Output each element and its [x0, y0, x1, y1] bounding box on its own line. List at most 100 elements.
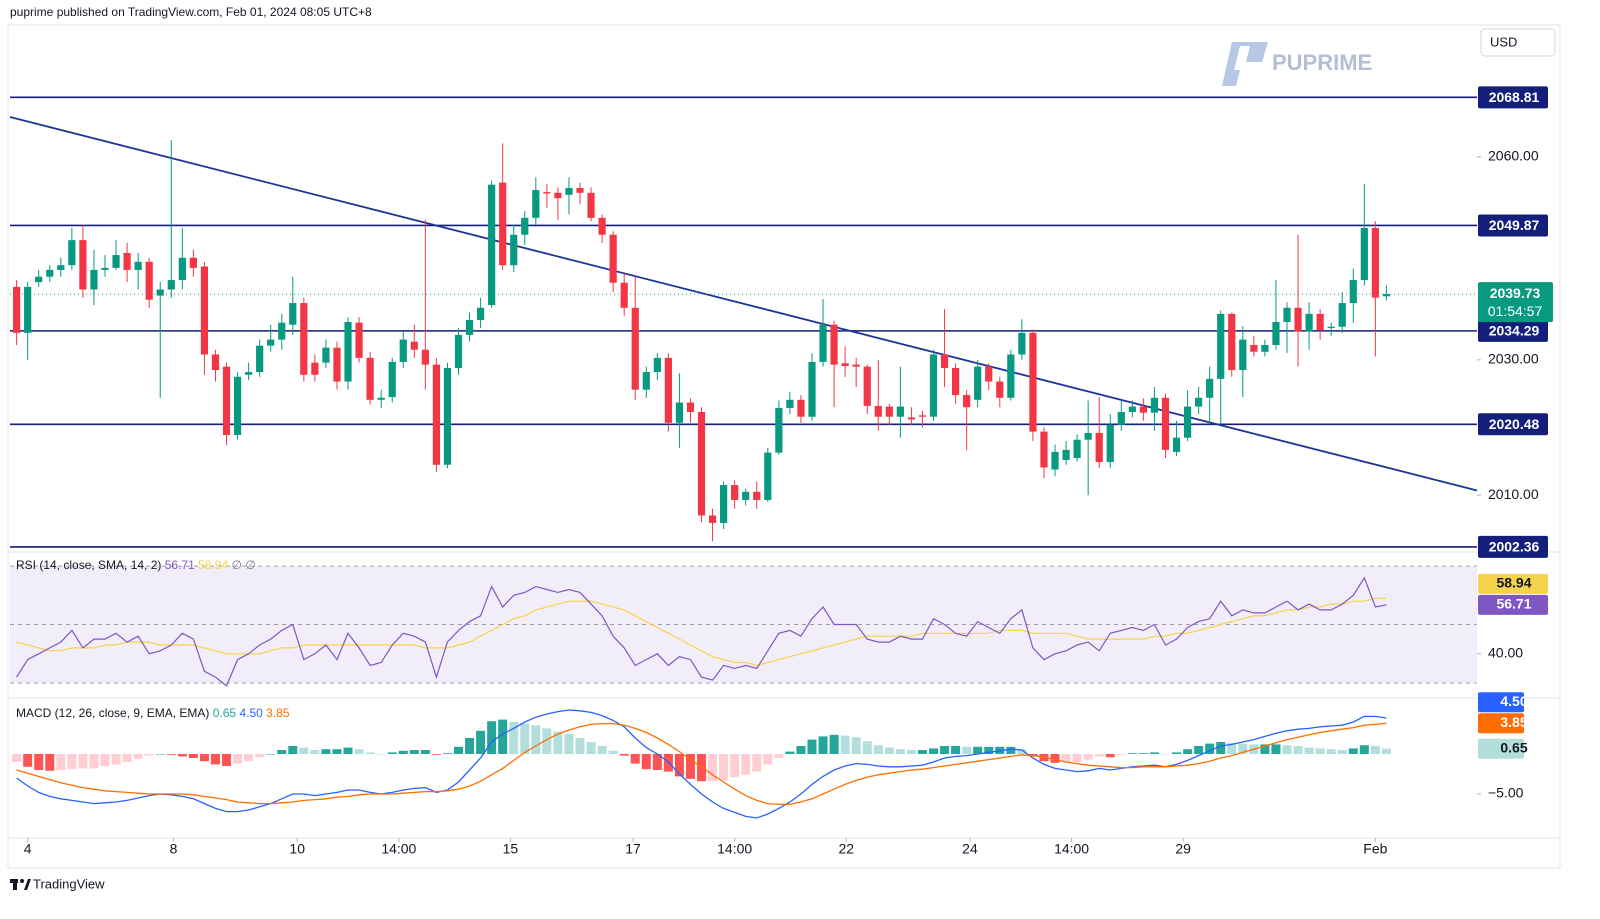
histogram-bar — [277, 750, 287, 754]
histogram-bar — [1227, 742, 1237, 754]
histogram-bar — [1216, 742, 1226, 754]
y-tick-label: 2060.00 — [1488, 148, 1539, 164]
histogram-bar — [641, 754, 651, 770]
histogram-bar — [674, 754, 684, 777]
candle-body — [90, 269, 98, 290]
candle-body — [167, 280, 175, 290]
candle-body — [156, 289, 164, 296]
trend-line — [9, 116, 1478, 492]
candle-body — [985, 366, 993, 382]
candle-body — [344, 322, 352, 382]
candle-body — [1007, 354, 1015, 398]
candle-body — [753, 491, 761, 500]
logo-part — [24, 879, 31, 890]
candle-body — [631, 307, 639, 390]
histogram-bar — [752, 754, 762, 772]
histogram-bar — [354, 749, 364, 754]
histogram-bar — [67, 754, 77, 770]
indicator-name: MACD (12, 26, close, 9, EMA, EMA) — [16, 706, 209, 720]
histogram-bar — [630, 754, 640, 764]
histogram-bar — [741, 754, 751, 775]
candle-body — [1018, 332, 1026, 355]
candle-body — [1283, 307, 1291, 323]
histogram-bar — [188, 754, 198, 758]
histogram-bar — [906, 750, 916, 754]
histogram-bar — [1293, 746, 1303, 754]
candle-body — [1084, 432, 1092, 440]
candle-body — [145, 261, 153, 300]
candle-body — [211, 354, 220, 371]
indicator-value: 3.85 — [266, 706, 290, 720]
histogram-bar — [321, 749, 331, 754]
histogram-bar — [442, 753, 452, 754]
candle-body — [465, 319, 474, 335]
candle-body — [642, 372, 650, 390]
candle-body — [1161, 397, 1170, 450]
frame — [7, 24, 1561, 869]
histogram-bar — [89, 754, 99, 769]
candle-body — [355, 322, 363, 358]
histogram-bar — [829, 734, 839, 754]
y-tick-label: −5.00 — [1488, 785, 1524, 801]
candle-body — [410, 341, 418, 350]
histogram-bar — [111, 754, 121, 765]
candle-body — [488, 184, 496, 306]
candle-body — [907, 417, 916, 420]
candle-body — [233, 376, 242, 435]
candle-body — [1095, 432, 1103, 463]
candle-body — [1228, 313, 1236, 371]
histogram-bar — [133, 754, 143, 759]
histogram-bar — [553, 731, 563, 754]
candle-body — [863, 366, 871, 406]
candle-body — [189, 257, 197, 268]
candle-body — [333, 347, 341, 382]
histogram-bar — [1370, 746, 1380, 754]
indicator-badge: 56.71 — [1496, 596, 1531, 612]
candle-body — [366, 357, 374, 400]
histogram-bar — [951, 746, 961, 754]
histogram-bar — [122, 754, 132, 762]
candle-body — [1106, 424, 1114, 463]
candle-body — [1206, 378, 1214, 398]
indicator-badge: 3.85 — [1500, 714, 1527, 730]
histogram-bar — [1271, 744, 1281, 754]
currency-box[interactable] — [1480, 28, 1556, 57]
histogram-bar — [1094, 754, 1104, 757]
candle-body — [1360, 227, 1368, 281]
histogram-bar — [177, 754, 187, 757]
candle-body — [896, 406, 904, 417]
histogram-bar — [299, 747, 309, 754]
candle-body — [178, 257, 186, 281]
candle-body — [79, 240, 87, 290]
histogram-bar — [376, 754, 386, 755]
countdown: 01:54:57 — [1488, 303, 1543, 319]
histogram-bar — [476, 730, 486, 754]
candle-body — [510, 234, 518, 266]
histogram-bar — [1006, 746, 1016, 754]
candle-body — [808, 361, 816, 417]
candle-body — [24, 286, 32, 333]
candle-body — [587, 192, 595, 218]
histogram-bar — [1172, 752, 1182, 754]
histogram-bar — [564, 734, 574, 754]
currency[interactable]: USD — [1490, 34, 1517, 49]
candle-body — [245, 372, 253, 375]
candle-body — [1128, 406, 1136, 412]
candle-body — [311, 362, 319, 375]
candle-body — [885, 406, 893, 417]
histogram-bar — [1194, 746, 1204, 754]
level-label: 2034.29 — [1489, 323, 1540, 339]
candle-body — [399, 339, 407, 362]
rsi-band — [10, 566, 1477, 683]
candle-body — [1382, 294, 1391, 297]
histogram-bar — [45, 754, 55, 771]
candle-body — [1305, 313, 1313, 332]
candle-body — [476, 307, 485, 320]
indicator-flags: ∅ ∅ — [231, 558, 255, 572]
histogram-bar — [1050, 754, 1060, 763]
histogram-bar — [1138, 753, 1148, 754]
histogram-bar — [266, 754, 276, 755]
histogram-bar — [962, 746, 972, 754]
candle-body — [598, 217, 606, 235]
histogram-bar — [420, 750, 430, 754]
